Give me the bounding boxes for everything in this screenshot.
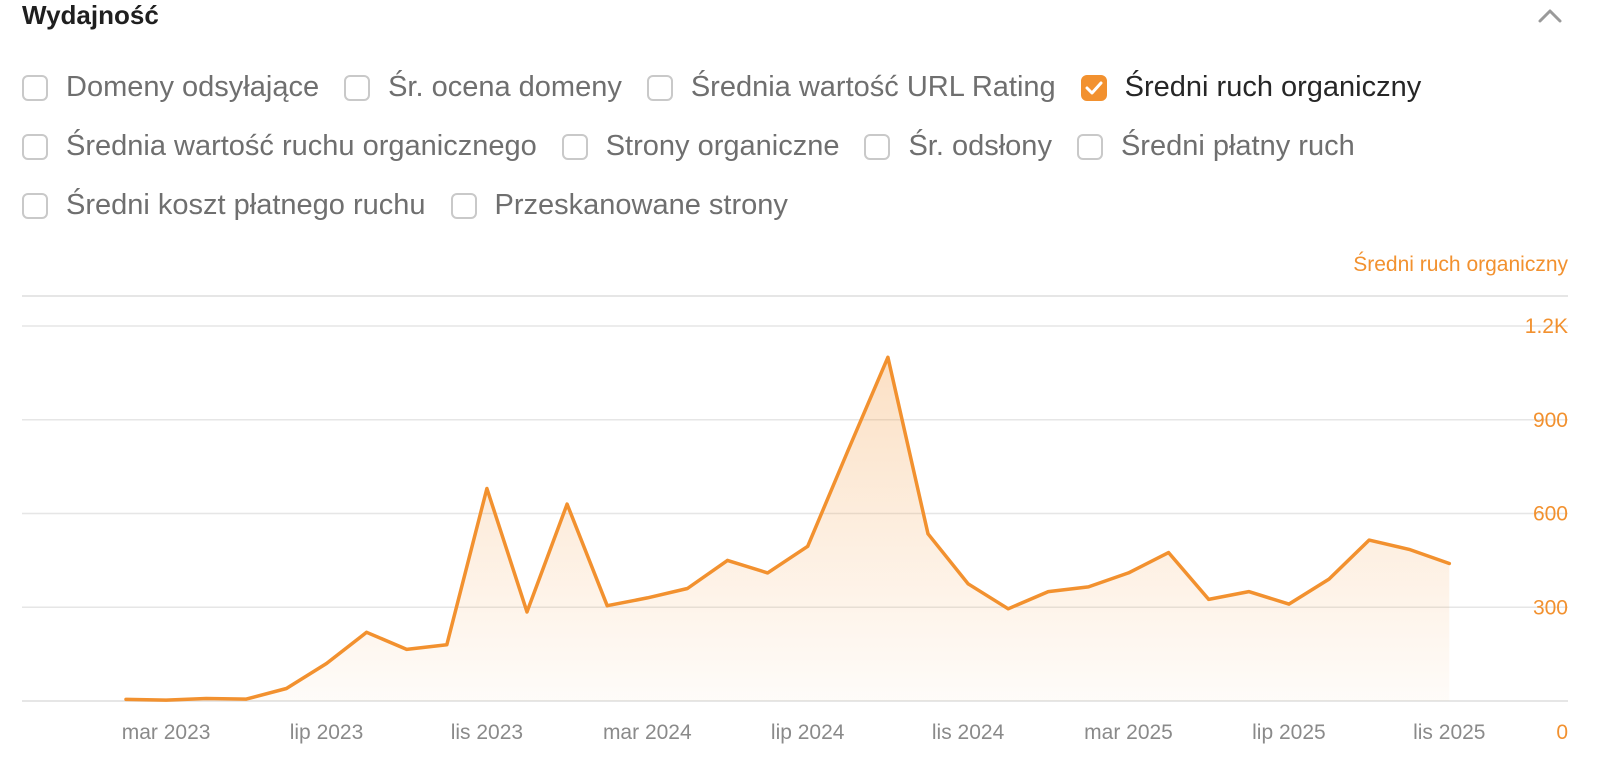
- data-point: [966, 582, 970, 586]
- checkbox[interactable]: [1076, 133, 1103, 160]
- data-point: [405, 647, 409, 651]
- x-tick-label: lip 2024: [771, 721, 845, 744]
- data-point: [124, 697, 128, 701]
- checkbox[interactable]: [561, 133, 588, 160]
- metric-label: Przeskanowane strony: [494, 189, 788, 221]
- checkbox[interactable]: [450, 192, 477, 219]
- data-point: [1127, 571, 1130, 575]
- data-point: [525, 610, 529, 614]
- organic-traffic-chart: Średni ruch organiczny 0 300 600 900 1.2K ma…: [22, 252, 1568, 744]
- data-point: [284, 687, 288, 690]
- metric-label: Średni płatny ruch: [1120, 130, 1355, 162]
- metric-label: Średnia wartość ruchu organicznego: [66, 130, 537, 162]
- section-title: Wydajność: [22, 0, 159, 30]
- data-point: [204, 697, 208, 700]
- x-tick-label: lis 2023: [451, 721, 523, 744]
- data-point: [685, 587, 689, 590]
- data-point: [445, 643, 449, 647]
- series-area: [126, 357, 1450, 701]
- checkbox[interactable]: [22, 192, 48, 219]
- checkbox[interactable]: [22, 74, 48, 101]
- checkmark-icon: [1085, 81, 1103, 94]
- checkbox-checked[interactable]: [1080, 74, 1107, 101]
- data-point: [846, 449, 850, 453]
- data-point: [926, 532, 930, 536]
- y-tick-label: 300: [1533, 596, 1568, 619]
- metric-label: Średnia wartość URL Rating: [690, 71, 1056, 103]
- legend-series-label: Średni ruch organiczny: [1353, 252, 1568, 276]
- data-point: [244, 697, 248, 701]
- y-tick-label: 600: [1533, 503, 1568, 526]
- data-point: [886, 355, 890, 359]
- metric-checkbox-list: Domeny odsyłające Śr. ocena domeny Średn…: [22, 58, 1542, 235]
- metric-checkbox-avg-organic-traffic[interactable]: Średni ruch organiczny: [1080, 71, 1422, 104]
- metric-label: Śr. ocena domeny: [388, 71, 622, 103]
- metric-checkbox-crawled-pages[interactable]: Przeskanowane strony: [450, 189, 788, 222]
- data-point: [605, 604, 609, 608]
- data-point: [1287, 602, 1291, 606]
- metric-checkbox-avg-paid-traffic-cost[interactable]: Średni koszt płatnego ruchu: [22, 189, 426, 222]
- y-tick-label: 1.2K: [1525, 315, 1568, 338]
- data-point: [1447, 562, 1451, 565]
- data-point: [1247, 590, 1251, 594]
- metric-checkbox-avg-url-rating[interactable]: Średnia wartość URL Rating: [646, 71, 1056, 104]
- data-point: [645, 596, 649, 600]
- data-point: [325, 662, 328, 665]
- checkbox[interactable]: [646, 74, 673, 101]
- metric-label: Domeny odsyłające: [66, 71, 320, 103]
- data-point: [565, 502, 569, 506]
- x-tick-label: mar 2025: [1084, 721, 1173, 744]
- data-point: [365, 630, 369, 634]
- data-point: [1006, 607, 1010, 611]
- metric-checkbox-avg-paid-traffic[interactable]: Średni płatny ruch: [1076, 130, 1355, 163]
- metric-checkbox-referring-domains[interactable]: Domeny odsyłające: [22, 71, 319, 104]
- data-point: [1367, 538, 1371, 542]
- metric-checkbox-organic-pages[interactable]: Strony organiczne: [561, 130, 840, 163]
- data-point: [1327, 577, 1331, 581]
- metric-checkbox-avg-pageviews[interactable]: Śr. odsłony: [864, 130, 1052, 163]
- y-tick-label: 900: [1533, 409, 1568, 432]
- x-tick-label: lis 2025: [1413, 721, 1485, 744]
- x-tick-label: lip 2025: [1252, 721, 1326, 744]
- x-tick-label: mar 2024: [603, 721, 692, 744]
- data-point: [1407, 547, 1411, 551]
- data-point: [164, 698, 168, 702]
- data-point: [1207, 597, 1211, 601]
- data-point: [485, 487, 489, 490]
- x-tick-label: lip 2023: [290, 721, 364, 744]
- metric-checkbox-avg-domain-rating[interactable]: Śr. ocena domeny: [344, 71, 622, 104]
- metric-label: Średni ruch organiczny: [1124, 71, 1422, 103]
- data-point: [806, 544, 810, 548]
- metric-row: Domeny odsyłające Śr. ocena domeny Średn…: [22, 58, 1542, 117]
- data-point: [1086, 585, 1090, 589]
- metric-label: Średni koszt płatnego ruchu: [66, 189, 426, 221]
- x-tick-label: lis 2024: [932, 721, 1005, 744]
- data-point: [766, 571, 770, 575]
- metric-label: Śr. odsłony: [908, 130, 1052, 162]
- data-point: [1167, 551, 1171, 555]
- series-line: [124, 355, 1452, 702]
- collapse-button[interactable]: [1536, 4, 1564, 26]
- checkbox[interactable]: [864, 133, 891, 160]
- data-point: [726, 558, 729, 562]
- metric-row: Średni koszt płatnego ruchu Przeskanowan…: [22, 176, 1542, 235]
- metric-row: Średnia wartość ruchu organicznego Stron…: [22, 117, 1542, 176]
- x-tick-label: mar 2023: [122, 721, 211, 744]
- data-point: [1046, 590, 1050, 594]
- checkbox[interactable]: [22, 133, 48, 160]
- y-tick-label: 0: [1556, 721, 1568, 744]
- metric-checkbox-avg-organic-traffic-value[interactable]: Średnia wartość ruchu organicznego: [22, 130, 537, 163]
- checkbox[interactable]: [344, 74, 371, 101]
- chevron-up-icon: [1538, 9, 1562, 23]
- metric-label: Strony organiczne: [605, 130, 840, 162]
